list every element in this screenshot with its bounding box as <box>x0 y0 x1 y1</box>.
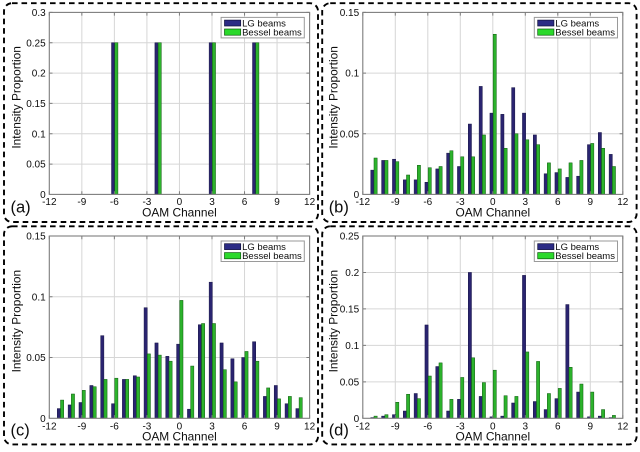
svg-text:0: 0 <box>490 197 496 208</box>
svg-text:12: 12 <box>304 197 316 208</box>
svg-text:0.15: 0.15 <box>340 8 360 19</box>
svg-text:(b): (b) <box>329 198 349 216</box>
svg-text:9: 9 <box>588 422 594 433</box>
svg-text:LG beams: LG beams <box>242 18 286 29</box>
svg-text:0.2: 0.2 <box>345 268 359 279</box>
svg-text:3: 3 <box>209 197 215 208</box>
svg-text:-12: -12 <box>42 197 57 208</box>
svg-text:Bessel beams: Bessel beams <box>242 251 302 262</box>
svg-text:0.15: 0.15 <box>26 99 46 110</box>
svg-text:3: 3 <box>523 422 529 433</box>
svg-text:0: 0 <box>354 414 360 425</box>
svg-text:-12: -12 <box>356 422 371 433</box>
svg-text:Bessel beams: Bessel beams <box>555 28 615 39</box>
svg-text:(d): (d) <box>329 421 349 439</box>
svg-text:OAM Channel: OAM Channel <box>142 206 217 220</box>
svg-text:-9: -9 <box>391 422 400 433</box>
svg-text:12: 12 <box>617 197 629 208</box>
svg-text:OAM Channel: OAM Channel <box>455 206 530 220</box>
svg-text:Intensity Proportion: Intensity Proportion <box>10 46 24 148</box>
svg-text:Bessel beams: Bessel beams <box>242 28 302 39</box>
svg-text:Intensity Proportion: Intensity Proportion <box>327 46 341 148</box>
svg-text:0.1: 0.1 <box>32 292 46 303</box>
svg-text:0: 0 <box>40 190 46 201</box>
svg-text:Intensity Proportion: Intensity Proportion <box>327 270 341 372</box>
svg-text:0.05: 0.05 <box>26 160 46 171</box>
svg-text:0.1: 0.1 <box>345 341 359 352</box>
svg-text:OAM Channel: OAM Channel <box>455 430 530 444</box>
svg-text:-3: -3 <box>142 197 151 208</box>
svg-text:0.3: 0.3 <box>32 8 46 19</box>
svg-text:0.15: 0.15 <box>340 305 360 316</box>
svg-text:(a): (a) <box>11 198 31 216</box>
svg-text:-3: -3 <box>456 197 465 208</box>
svg-text:-3: -3 <box>142 422 151 433</box>
svg-text:9: 9 <box>588 197 594 208</box>
svg-text:LG beams: LG beams <box>555 18 599 29</box>
svg-text:12: 12 <box>617 422 629 433</box>
svg-text:0.25: 0.25 <box>26 38 46 49</box>
svg-text:-6: -6 <box>423 197 432 208</box>
svg-text:0: 0 <box>177 422 183 433</box>
svg-text:LG beams: LG beams <box>242 242 286 253</box>
svg-text:-9: -9 <box>77 197 86 208</box>
svg-text:Intensity Proportion: Intensity Proportion <box>10 270 24 372</box>
svg-text:3: 3 <box>523 197 529 208</box>
svg-text:LG beams: LG beams <box>555 242 599 253</box>
svg-text:-12: -12 <box>42 422 57 433</box>
svg-text:0: 0 <box>490 422 496 433</box>
svg-text:-3: -3 <box>456 422 465 433</box>
svg-text:0: 0 <box>177 197 183 208</box>
svg-text:0.25: 0.25 <box>340 232 360 243</box>
svg-text:-9: -9 <box>391 197 400 208</box>
svg-text:0.05: 0.05 <box>340 129 360 140</box>
svg-text:-12: -12 <box>356 197 371 208</box>
svg-text:6: 6 <box>555 197 561 208</box>
svg-text:0.2: 0.2 <box>32 69 46 80</box>
svg-text:3: 3 <box>209 422 215 433</box>
svg-text:12: 12 <box>304 422 316 433</box>
svg-text:0.05: 0.05 <box>26 353 46 364</box>
svg-text:9: 9 <box>274 197 280 208</box>
svg-text:9: 9 <box>274 422 280 433</box>
svg-text:6: 6 <box>242 197 248 208</box>
svg-text:0: 0 <box>40 414 46 425</box>
svg-text:6: 6 <box>555 422 561 433</box>
svg-text:-6: -6 <box>110 422 119 433</box>
svg-text:(c): (c) <box>11 421 30 439</box>
svg-text:OAM Channel: OAM Channel <box>142 430 217 444</box>
svg-text:-6: -6 <box>423 422 432 433</box>
svg-text:-6: -6 <box>110 197 119 208</box>
svg-text:0.05: 0.05 <box>340 377 360 388</box>
svg-text:0.1: 0.1 <box>345 69 359 80</box>
svg-text:0.1: 0.1 <box>32 129 46 140</box>
svg-text:0: 0 <box>354 190 360 201</box>
svg-text:-9: -9 <box>77 422 86 433</box>
svg-text:0.15: 0.15 <box>26 232 46 243</box>
svg-text:Bessel beams: Bessel beams <box>555 251 615 262</box>
svg-text:6: 6 <box>242 422 248 433</box>
